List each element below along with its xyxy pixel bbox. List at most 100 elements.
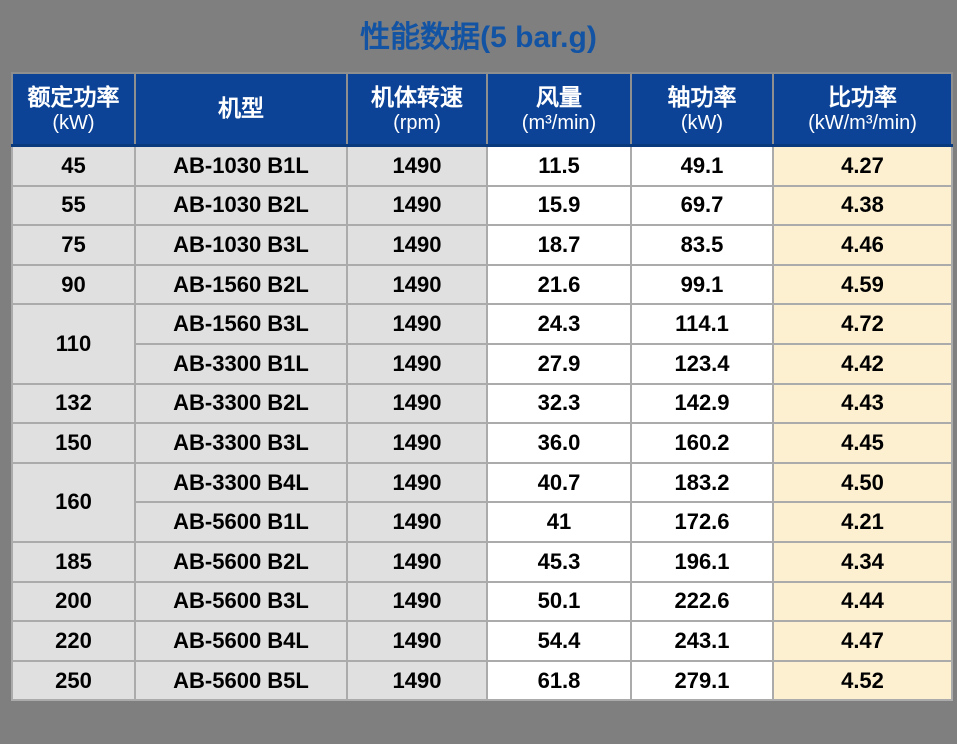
cell-speed: 1490 (346, 303, 488, 345)
cell-specific-power: 4.50 (772, 461, 953, 504)
cell-model: AB-1560 B3L (134, 303, 348, 345)
cell-rated-power: 185 (11, 540, 136, 583)
cell-flow: 61.8 (486, 659, 632, 702)
cell-specific-power: 4.21 (772, 501, 953, 543)
cell-shaft-power: 99.1 (630, 263, 774, 306)
cell-model: AB-5600 B3L (134, 580, 348, 623)
cell-shaft-power: 222.6 (630, 580, 774, 623)
cell-specific-power: 4.38 (772, 184, 953, 227)
header-flow-title: 风量 (536, 83, 582, 110)
cell-flow: 11.5 (486, 144, 632, 187)
cell-rated-power: 160 (11, 461, 136, 543)
cell-speed: 1490 (346, 184, 488, 227)
cell-speed: 1490 (346, 422, 488, 464)
cell-model: AB-5600 B1L (134, 501, 348, 543)
table-row: 250 AB-5600 B5L 1490 61.8 279.1 4.52 (11, 659, 953, 702)
header-model: 机型 (134, 72, 348, 147)
cell-model: AB-3300 B4L (134, 461, 348, 504)
table-row: 220 AB-5600 B4L 1490 54.4 243.1 4.47 (11, 620, 953, 662)
header-specific-power: 比功率 (kW/m³/min) (772, 72, 953, 147)
cell-flow: 36.0 (486, 422, 632, 464)
page-title: 性能数据(5 bar.g) (360, 21, 597, 54)
table-header: 额定功率 (kW) 机型 机体转速 (rpm) 风量 (m³/min) 轴功率 … (11, 72, 953, 147)
cell-speed: 1490 (346, 461, 488, 504)
cell-speed: 1490 (346, 620, 488, 662)
table-row: AB-5600 B1L 1490 41 172.6 4.21 (12, 501, 953, 543)
header-rated-power-title: 额定功率 (27, 83, 120, 110)
cell-speed: 1490 (346, 501, 488, 543)
performance-table: 额定功率 (kW) 机型 机体转速 (rpm) 风量 (m³/min) 轴功率 … (11, 72, 953, 702)
table-row: 200 AB-5600 B3L 1490 50.1 222.6 4.44 (11, 580, 953, 623)
cell-model: AB-3300 B2L (134, 382, 348, 425)
header-specific-power-title: 比功率 (828, 83, 897, 110)
cell-flow: 50.1 (486, 580, 632, 623)
cell-speed: 1490 (346, 540, 488, 583)
cell-shaft-power: 114.1 (630, 303, 774, 345)
header-flow-unit: (m³/min) (521, 112, 597, 135)
header-speed: 机体转速 (rpm) (346, 72, 488, 147)
cell-speed: 1490 (346, 144, 488, 187)
header-model-title: 机型 (218, 95, 264, 122)
cell-flow: 27.9 (486, 342, 632, 385)
cell-rated-power: 132 (11, 382, 136, 425)
cell-flow: 32.3 (486, 382, 632, 425)
cell-rated-power: 220 (11, 620, 136, 662)
cell-rated-power: 250 (11, 659, 136, 702)
cell-shaft-power: 142.9 (630, 382, 774, 425)
cell-rated-power: 200 (11, 580, 136, 623)
header-speed-unit: (rpm) (393, 112, 441, 135)
cell-specific-power: 4.44 (772, 580, 953, 623)
cell-speed: 1490 (346, 382, 488, 425)
cell-model: AB-1030 B3L (134, 224, 348, 266)
cell-speed: 1490 (346, 580, 488, 623)
table-row: 90 AB-1560 B2L 1490 21.6 99.1 4.59 (11, 263, 953, 306)
cell-flow: 15.9 (486, 184, 632, 227)
cell-speed: 1490 (346, 224, 488, 266)
cell-shaft-power: 83.5 (630, 224, 774, 266)
table-row: 45 AB-1030 B1L 1490 11.5 49.1 4.27 (11, 144, 953, 187)
cell-specific-power: 4.42 (772, 342, 953, 385)
cell-specific-power: 4.47 (772, 620, 953, 662)
cell-model: AB-3300 B3L (134, 422, 348, 464)
cell-specific-power: 4.45 (772, 422, 953, 464)
table-row: 75 AB-1030 B3L 1490 18.7 83.5 4.46 (11, 224, 953, 266)
cell-speed: 1490 (346, 342, 488, 385)
header-shaft-power-title: 轴功率 (667, 83, 737, 110)
cell-specific-power: 4.43 (772, 382, 953, 425)
cell-shaft-power: 196.1 (630, 540, 774, 583)
table-row: 110 AB-1560 B3L 1490 24.3 114.1 4.72 (11, 303, 953, 385)
header-rated-power-unit: (kW) (52, 112, 95, 135)
cell-shaft-power: 172.6 (630, 501, 774, 543)
cell-model: AB-5600 B2L (134, 540, 348, 583)
header-speed-title: 机体转速 (371, 83, 463, 110)
header-row: 额定功率 (kW) 机型 机体转速 (rpm) 风量 (m³/min) 轴功率 … (11, 72, 953, 147)
cell-specific-power: 4.34 (772, 540, 953, 583)
cell-rated-power: 55 (11, 184, 136, 227)
cell-flow: 40.7 (486, 461, 632, 504)
cell-flow: 45.3 (486, 540, 632, 583)
cell-shaft-power: 183.2 (630, 461, 774, 504)
table-row: 160 AB-3300 B4L 1490 40.7 183.2 4.50 (11, 461, 953, 543)
cell-speed: 1490 (346, 659, 488, 702)
cell-specific-power: 4.27 (772, 144, 953, 187)
table-row: 132 AB-3300 B2L 1490 32.3 142.9 4.43 (11, 382, 953, 425)
cell-shaft-power: 49.1 (630, 144, 774, 187)
cell-speed: 1490 (346, 263, 488, 306)
table-row: 150 AB-3300 B3L 1490 36.0 160.2 4.45 (11, 422, 953, 464)
cell-shaft-power: 160.2 (630, 422, 774, 464)
cell-rated-power: 45 (11, 144, 136, 187)
cell-flow: 54.4 (486, 620, 632, 662)
cell-model: AB-1030 B1L (134, 144, 348, 187)
cell-shaft-power: 123.4 (630, 342, 774, 385)
cell-rated-power: 90 (11, 263, 136, 306)
header-rated-power: 额定功率 (kW) (11, 72, 136, 147)
header-shaft-power: 轴功率 (kW) (630, 72, 774, 147)
header-flow: 风量 (m³/min) (486, 72, 632, 147)
cell-rated-power: 150 (11, 422, 136, 464)
cell-flow: 18.7 (486, 224, 632, 266)
cell-flow: 24.3 (486, 303, 632, 345)
cell-flow: 41 (486, 501, 632, 543)
header-specific-power-unit: (kW/m³/min) (808, 112, 917, 135)
cell-model: AB-1560 B2L (134, 263, 348, 306)
cell-rated-power: 75 (11, 224, 136, 266)
